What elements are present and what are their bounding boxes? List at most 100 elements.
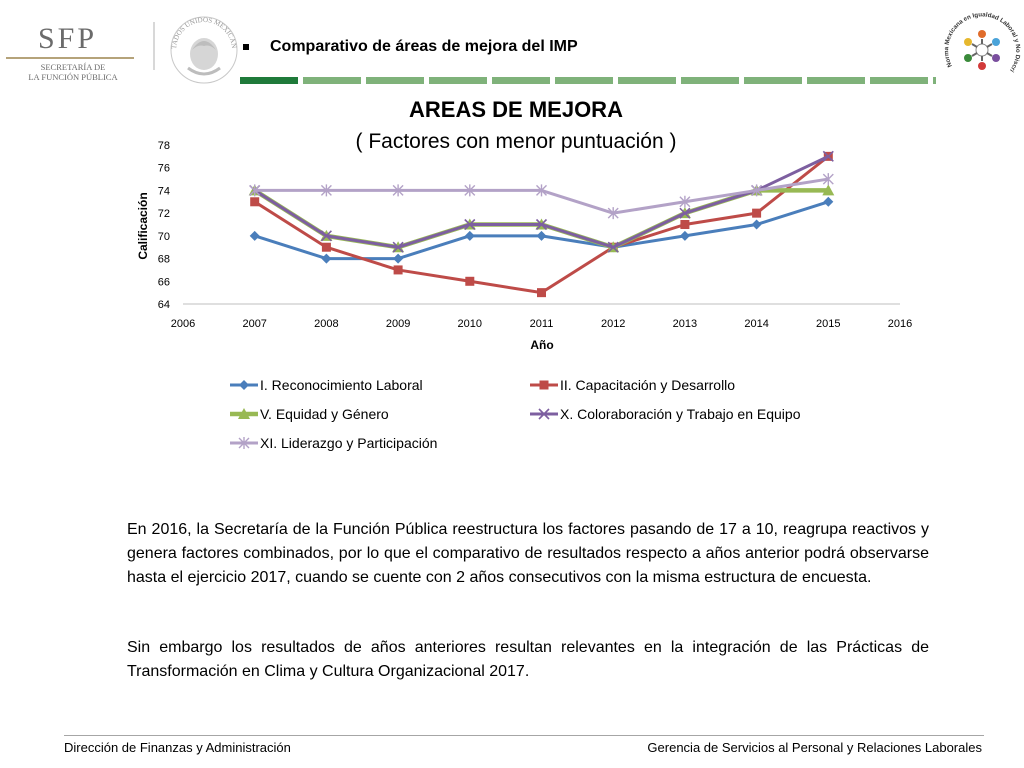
- data-point: [679, 195, 691, 208]
- data-point: [321, 253, 332, 264]
- legend-marker: [238, 437, 250, 449]
- chart-title: AREAS DE MEJORA: [409, 97, 623, 122]
- data-point: [822, 150, 834, 162]
- data-point: [392, 241, 404, 253]
- data-point: [393, 253, 404, 264]
- legend-item: X. Coloraboración y Trabajo en Equipo: [530, 406, 801, 422]
- x-tick-label: 2007: [242, 318, 266, 330]
- series-line: [254, 200, 829, 261]
- x-tick-label: 2016: [888, 318, 912, 330]
- y-tick-label: 68: [158, 254, 170, 266]
- footer-rule: [64, 735, 984, 736]
- y-axis-label: Calificación: [136, 192, 150, 259]
- footer-right-text: Gerencia de Servicios al Personal y Rela…: [647, 740, 982, 755]
- data-point: [320, 184, 332, 197]
- data-point: [607, 207, 619, 220]
- data-point: [536, 184, 547, 197]
- data-point: [464, 184, 476, 197]
- data-point: [465, 276, 475, 286]
- body-paragraph-1: En 2016, la Secretaría de la Función Púb…: [127, 521, 929, 586]
- data-point: [679, 207, 691, 219]
- x-tick-label: 2011: [530, 318, 554, 330]
- legend-item: I. Reconocimiento Laboral: [230, 377, 423, 393]
- national-seal-logo: ESTADOS UNIDOS MEXICANOS: [166, 10, 238, 84]
- stripe-segment: [555, 77, 613, 84]
- y-tick-label: 66: [158, 276, 170, 288]
- norma-igualdad-logo: Norma Mexicana en Igualdad Laboral y No …: [940, 4, 1021, 73]
- data-point: [822, 173, 834, 186]
- stripe-segment: [933, 77, 936, 84]
- stripe-segment: [366, 77, 424, 84]
- stripe-segment: [618, 77, 676, 84]
- data-point: [392, 184, 404, 197]
- data-point: [250, 197, 260, 207]
- series-1: [249, 196, 834, 264]
- legend-item: V. Equidad y Género: [230, 406, 389, 422]
- data-point: [464, 230, 475, 241]
- data-point: [536, 230, 547, 241]
- header-stripe: [240, 77, 936, 84]
- stripe-segment: [744, 77, 802, 84]
- stripe-segment: [870, 77, 928, 84]
- stripe-segment: [240, 77, 298, 84]
- sfp-logo-text: SFP: [38, 22, 98, 55]
- stripe-segment: [492, 77, 550, 84]
- x-tick-label: 2008: [314, 318, 338, 330]
- y-tick-label: 72: [158, 208, 170, 220]
- legend-label: II. Capacitación y Desarrollo: [560, 377, 735, 393]
- stripe-segment: [429, 77, 487, 84]
- y-tick-label: 64: [158, 299, 170, 311]
- legend-label: X. Coloraboración y Trabajo en Equipo: [560, 406, 801, 422]
- sfp-logo-subtitle-1: SECRETARÍA DE: [40, 62, 106, 72]
- data-point: [393, 265, 403, 275]
- data-point: [535, 218, 548, 231]
- header-bullet-icon: [243, 44, 249, 50]
- legend-marker: [539, 380, 549, 390]
- legend-label: XI. Liderazgo y Participación: [260, 435, 437, 451]
- legend-label: I. Reconocimiento Laboral: [260, 377, 423, 393]
- data-point: [320, 230, 332, 242]
- data-point: [537, 288, 546, 298]
- legend-marker: [238, 408, 250, 419]
- y-tick-label: 76: [158, 163, 170, 175]
- data-point: [321, 242, 331, 252]
- sfp-logo-subtitle-2: LA FUNCIÓN PÚBLICA: [28, 72, 118, 82]
- data-point: [751, 184, 763, 197]
- y-tick-label: 74: [158, 185, 170, 197]
- legend-marker: [538, 408, 550, 420]
- x-tick-label: 2014: [744, 318, 768, 330]
- legend-item: II. Capacitación y Desarrollo: [530, 377, 735, 393]
- stripe-segment: [681, 77, 739, 84]
- x-tick-label: 2012: [601, 318, 625, 330]
- series-5: [249, 173, 834, 220]
- x-tick-label: 2013: [673, 318, 697, 330]
- header-divider: [153, 22, 155, 70]
- data-point: [822, 184, 835, 196]
- legend-label: V. Equidad y Género: [260, 406, 389, 422]
- body-paragraph-2: Sin embargo los resultados de años anter…: [127, 639, 929, 680]
- stripe-segment: [303, 77, 361, 84]
- x-tick-label: 2015: [816, 318, 840, 330]
- footer-left-text: Dirección de Finanzas y Administración: [64, 740, 291, 755]
- data-point: [823, 196, 834, 207]
- data-point: [752, 208, 762, 218]
- x-axis-label: Año: [530, 338, 553, 352]
- chart-subtitle: ( Factores con menor puntuación ): [356, 130, 677, 153]
- y-tick-label: 70: [158, 231, 170, 243]
- stripe-segment: [807, 77, 865, 84]
- x-tick-label: 2010: [458, 318, 482, 330]
- data-point: [679, 230, 690, 241]
- data-point: [751, 219, 762, 230]
- data-point: [680, 220, 690, 229]
- legend-item: XI. Liderazgo y Participación: [230, 435, 437, 451]
- x-tick-label: 2009: [386, 318, 410, 330]
- header-title: Comparativo de áreas de mejora del IMP: [270, 38, 578, 55]
- sfp-logo-rule: [6, 57, 134, 59]
- legend-marker: [239, 380, 249, 390]
- data-point: [249, 184, 261, 197]
- data-point: [607, 241, 619, 253]
- data-point: [249, 230, 260, 241]
- x-tick-label: 2006: [171, 318, 195, 330]
- data-point: [464, 218, 476, 231]
- y-tick-label: 78: [158, 140, 170, 152]
